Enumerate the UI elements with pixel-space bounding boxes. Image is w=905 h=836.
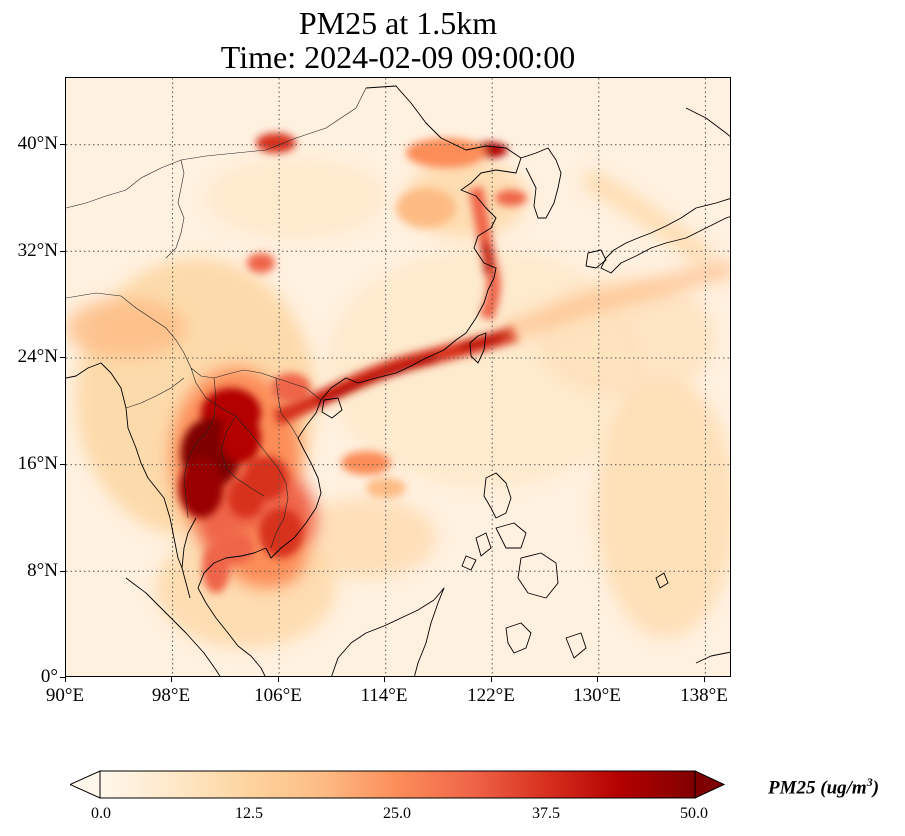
y-tick-mark — [60, 251, 65, 252]
map-title: PM25 at 1.5km — [298, 5, 498, 41]
y-tick-mark — [60, 464, 65, 465]
colorbar-tick-label: 25.0 — [383, 805, 411, 822]
coastlines — [66, 85, 730, 676]
country-borders — [66, 87, 367, 549]
colorbar-max-extend-arrow — [694, 770, 725, 799]
colorbar-title-close: ) — [872, 777, 880, 799]
y-tick-mark — [60, 571, 65, 572]
graticule-gridlines — [66, 78, 730, 676]
y-tick-mark — [60, 144, 65, 145]
x-tick-mark — [171, 677, 172, 682]
lon-tick-label: 114°E — [360, 685, 408, 706]
lat-tick-label: 8°N — [27, 560, 58, 581]
lon-tick-label: 122°E — [467, 685, 515, 706]
lon-tick-label: 130°E — [573, 685, 621, 706]
lat-tick-label: 24°N — [17, 346, 58, 367]
colorbar-title-text: PM25 (ug/m — [768, 777, 867, 799]
colorbar-tick-label: 50.0 — [680, 805, 708, 822]
lon-tick-label: 90°E — [45, 685, 85, 706]
map-time-subtitle: Time: 2024-02-09 09:00:00 — [220, 39, 576, 75]
y-tick-mark — [60, 677, 65, 678]
colorbar-tick-label: 0.0 — [91, 805, 111, 822]
colorbar-title: PM25 (ug/m3) — [768, 775, 879, 799]
x-tick-mark — [491, 677, 492, 682]
x-tick-mark — [704, 677, 705, 682]
lon-tick-label: 138°E — [680, 685, 728, 706]
colorbar-gradient — [99, 770, 696, 799]
y-tick-mark — [60, 357, 65, 358]
lat-tick-label: 40°N — [17, 133, 58, 154]
x-tick-mark — [278, 677, 279, 682]
lat-tick-label: 0° — [40, 666, 58, 687]
colorbar-tick-label: 12.5 — [235, 805, 263, 822]
map-panel — [65, 77, 731, 677]
pm25-concentration-field — [66, 78, 730, 676]
colorbar-title-exponent: 3 — [866, 775, 873, 789]
colorbar-min-extend-arrow — [70, 770, 101, 799]
colorbar — [70, 770, 725, 799]
lat-tick-label: 16°N — [17, 453, 58, 474]
lat-tick-label: 32°N — [17, 240, 58, 261]
colorbar-tick-label: 37.5 — [532, 805, 560, 822]
x-tick-mark — [597, 677, 598, 682]
lon-tick-label: 98°E — [151, 685, 191, 706]
x-tick-mark — [65, 677, 66, 682]
lon-tick-label: 106°E — [254, 685, 302, 706]
x-tick-mark — [384, 677, 385, 682]
